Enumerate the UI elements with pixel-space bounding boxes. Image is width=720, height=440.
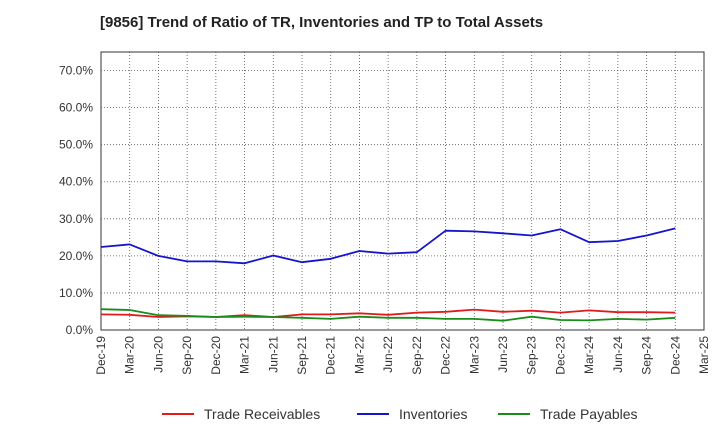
y-tick-label: 20.0% xyxy=(59,249,93,263)
x-tick-label: Dec-20 xyxy=(209,336,223,375)
legend-label-inventories: Inventories xyxy=(399,406,467,422)
x-tick-label: Jun-24 xyxy=(611,336,625,373)
y-tick-label: 0.0% xyxy=(66,323,94,337)
x-tick-label: Dec-21 xyxy=(324,336,338,375)
x-tick-label: Sep-23 xyxy=(525,336,539,375)
x-tick-label: Dec-22 xyxy=(439,336,453,375)
x-tick-label: Mar-20 xyxy=(123,336,137,374)
x-tick-label: Dec-24 xyxy=(668,336,682,375)
x-tick-label: Jun-22 xyxy=(381,336,395,373)
x-tick-label: Jun-23 xyxy=(496,336,510,373)
x-tick-label: Sep-22 xyxy=(410,336,424,375)
x-tick-label: Jun-20 xyxy=(151,336,165,373)
x-tick-label: Mar-22 xyxy=(352,336,366,374)
y-tick-label: 60.0% xyxy=(59,101,93,115)
y-tick-label: 10.0% xyxy=(59,286,93,300)
y-tick-label: 50.0% xyxy=(59,138,93,152)
y-tick-label: 40.0% xyxy=(59,175,93,189)
plot-area xyxy=(100,51,705,331)
y-tick-label: 30.0% xyxy=(59,212,93,226)
series-line-trade-payables xyxy=(100,308,676,322)
x-tick-label: Mar-24 xyxy=(582,336,596,374)
x-tick-label: Sep-21 xyxy=(295,336,309,375)
x-tick-label: Jun-21 xyxy=(266,336,280,373)
legend-label-trade-receivables: Trade Receivables xyxy=(204,406,320,422)
y-tick-label: 70.0% xyxy=(59,64,93,78)
legend-label-trade-payables: Trade Payables xyxy=(540,406,638,422)
x-tick-label: Dec-19 xyxy=(94,336,108,375)
x-tick-label: Dec-23 xyxy=(553,336,567,375)
x-tick-label: Sep-20 xyxy=(180,336,194,375)
x-tick-label: Mar-21 xyxy=(238,336,252,374)
x-tick-label: Mar-25 xyxy=(697,336,711,374)
x-tick-label: Sep-24 xyxy=(640,336,654,375)
series-line-inventories xyxy=(100,227,676,265)
chart-title: [9856] Trend of Ratio of TR, Inventories… xyxy=(100,14,544,31)
x-tick-label: Mar-23 xyxy=(467,336,481,374)
